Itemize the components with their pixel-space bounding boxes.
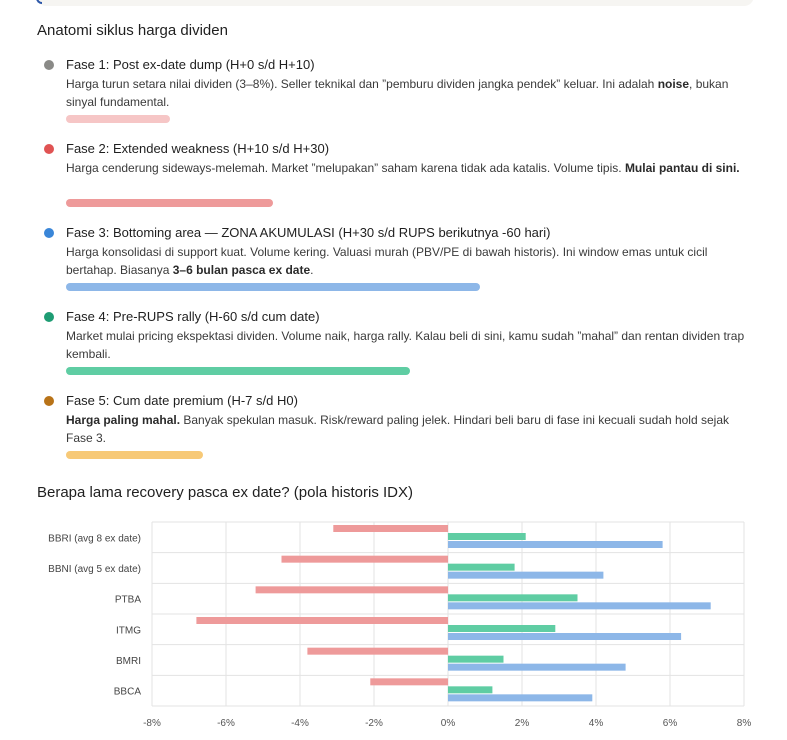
phase-level-bar — [66, 451, 203, 459]
phase-level-bar — [66, 283, 480, 291]
category-label: PTBA — [115, 595, 141, 606]
bar-bbri-series-2 — [448, 533, 526, 540]
bar-bbca-series-1 — [370, 678, 448, 686]
phase-dot-icon — [44, 60, 54, 70]
phase-description-emphasis: noise — [657, 77, 690, 91]
x-tick-label: 4% — [589, 718, 604, 729]
bar-bbni-series-3 — [448, 571, 604, 579]
phase-item-2: Fase 2: Extended weakness (H+10 s/d H+30… — [44, 140, 764, 210]
phase-description-text-end: . — [310, 263, 314, 277]
section-title-anatomy: Anatomi siklus harga dividen — [37, 22, 228, 39]
phase-dot-icon — [44, 228, 54, 238]
phase-title: Fase 1: Post ex-date dump (H+0 s/d H+10) — [66, 57, 315, 72]
phase-description-text: Harga cenderung sideways-melemah. Market… — [66, 161, 625, 175]
previous-card-edge — [36, 0, 754, 6]
phase-dot-icon — [44, 312, 54, 322]
bar-itmg-series-1 — [196, 617, 448, 624]
recovery-chart: -8% -6% -4% -2% 0% 2% 4% 6% 8% BBRI (avg 8 ex dat… — [0, 510, 787, 740]
category-label: BBCA — [114, 687, 142, 698]
bar-bbca-series-2 — [448, 686, 493, 694]
category-label: BMRI — [116, 656, 141, 667]
phase-description: Harga paling mahal. Banyak spekulan masu… — [66, 411, 758, 447]
phase-description: Harga konsolidasi di support kuat. Volum… — [66, 243, 758, 279]
phase-description: Harga cenderung sideways-melemah. Market… — [66, 159, 758, 177]
phase-dot-icon — [44, 396, 54, 406]
phase-title: Fase 4: Pre-RUPS rally (H-60 s/d cum dat… — [66, 309, 320, 324]
bar-ptba-series-2 — [448, 594, 578, 602]
phase-description-text-end: Banyak spekulan masuk. Risk/reward palin… — [66, 413, 729, 445]
phase-description-emphasis: Harga paling mahal. — [66, 413, 181, 427]
previous-card-accent — [36, 0, 42, 4]
x-tick-label: 6% — [663, 718, 678, 729]
phase-description-text: Harga turun setara nilai dividen (3–8%).… — [66, 77, 658, 91]
x-tick-label: -8% — [143, 718, 161, 729]
bar-bmri-series-3 — [448, 663, 626, 671]
category-label: ITMG — [116, 625, 141, 636]
recovery-bar-chart-svg: -8% -6% -4% -2% 0% 2% 4% 6% 8% BBRI (avg 8 ex dat… — [48, 521, 752, 729]
bar-ptba-series-1 — [255, 586, 448, 594]
category-label: BBNI (avg 5 ex date) — [48, 564, 141, 575]
phase-description: Market mulai pricing ekspektasi dividen.… — [66, 327, 758, 363]
phase-description-text: Harga konsolidasi di support kuat. Volum… — [66, 245, 708, 277]
phase-item-1: Fase 1: Post ex-date dump (H+0 s/d H+10)… — [44, 56, 764, 126]
x-tick-label: 0% — [441, 718, 456, 729]
section-title-recovery: Berapa lama recovery pasca ex date? (pol… — [37, 484, 414, 501]
bar-bbri-series-3 — [448, 541, 663, 548]
phase-description-text: Market mulai pricing ekspektasi dividen.… — [66, 329, 745, 361]
bar-ptba-series-3 — [448, 602, 711, 610]
phase-title: Fase 3: Bottoming area — ZONA AKUMULASI … — [66, 225, 551, 240]
phase-description-text-end: , bukan sinyal fundamental. — [66, 77, 729, 109]
bar-bbni-series-2 — [448, 563, 515, 571]
phase-item-4: Fase 4: Pre-RUPS rally (H-60 s/d cum dat… — [44, 308, 764, 378]
phase-description: Harga turun setara nilai dividen (3–8%).… — [66, 75, 758, 111]
bar-itmg-series-2 — [448, 625, 556, 632]
x-tick-label: -4% — [291, 718, 309, 729]
phase-description-emphasis: 3–6 bulan pasca ex date — [172, 263, 311, 277]
phase-level-bar — [66, 367, 410, 375]
x-tick-label: -2% — [365, 718, 383, 729]
x-tick-label: -6% — [217, 718, 235, 729]
x-tick-label: 8% — [737, 718, 752, 729]
phase-item-5: Fase 5: Cum date premium (H-7 s/d H0) Har… — [44, 392, 764, 462]
phase-title: Fase 5: Cum date premium (H-7 s/d H0) — [66, 393, 298, 408]
bar-bbri-series-1 — [333, 525, 448, 532]
phase-description-emphasis: Mulai pantau di sini. — [624, 161, 740, 175]
bar-bmri-series-2 — [448, 655, 504, 663]
phase-item-3: Fase 3: Bottoming area — ZONA AKUMULASI … — [44, 224, 764, 294]
phase-level-bar — [66, 199, 273, 207]
bar-bbni-series-1 — [281, 555, 448, 563]
phase-title: Fase 2: Extended weakness (H+10 s/d H+30… — [66, 141, 330, 156]
bar-bmri-series-1 — [307, 647, 448, 655]
bar-bbca-series-3 — [448, 694, 593, 702]
category-label: BBRI (avg 8 ex date) — [48, 533, 141, 544]
x-tick-label: 2% — [515, 718, 530, 729]
phase-dot-icon — [44, 144, 54, 154]
bar-itmg-series-3 — [448, 633, 682, 640]
phase-level-bar — [66, 115, 170, 123]
